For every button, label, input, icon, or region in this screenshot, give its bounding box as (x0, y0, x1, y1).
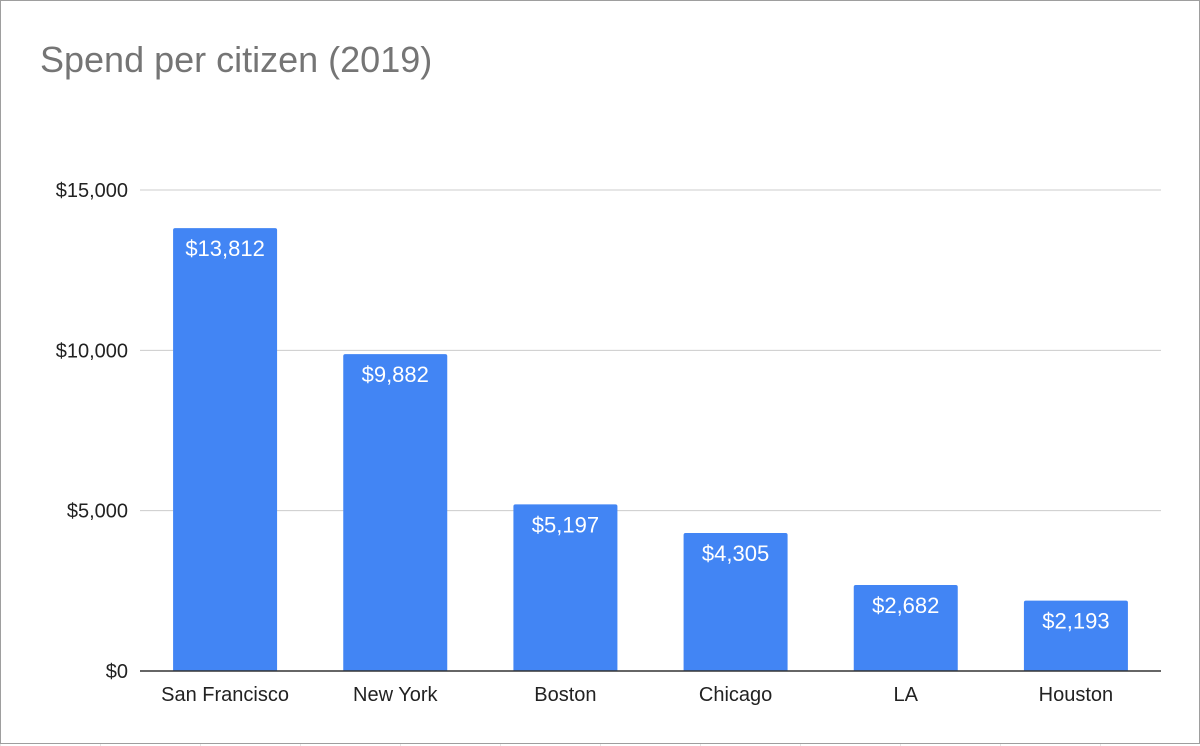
bar-value-label: $2,193 (1042, 609, 1109, 634)
y-tick-label: $10,000 (56, 340, 128, 362)
x-tick-label: Houston (1039, 684, 1114, 706)
x-tick-label: LA (894, 684, 919, 706)
bar[interactable] (513, 504, 618, 671)
chart-title: Spend per citizen (2019) (40, 39, 433, 80)
bar[interactable] (853, 584, 958, 671)
x-tick-label: Chicago (699, 684, 772, 706)
x-tick-label: San Francisco (161, 684, 289, 706)
y-tick-label: $5,000 (67, 501, 128, 523)
bar[interactable] (1023, 600, 1128, 671)
bar[interactable] (173, 228, 278, 671)
x-tick-label: Boston (534, 684, 596, 706)
bar-value-label: $5,197 (532, 512, 599, 537)
y-tick-label: $15,000 (56, 180, 128, 202)
bar[interactable] (343, 354, 448, 671)
y-tick-label: $0 (106, 661, 128, 683)
bar-value-label: $9,882 (362, 362, 429, 387)
bar-value-label: $2,682 (872, 593, 939, 618)
bar[interactable] (683, 532, 788, 671)
x-tick-label: New York (353, 684, 438, 706)
bar-value-label: $13,812 (185, 236, 265, 261)
bar-value-label: $4,305 (702, 541, 769, 566)
